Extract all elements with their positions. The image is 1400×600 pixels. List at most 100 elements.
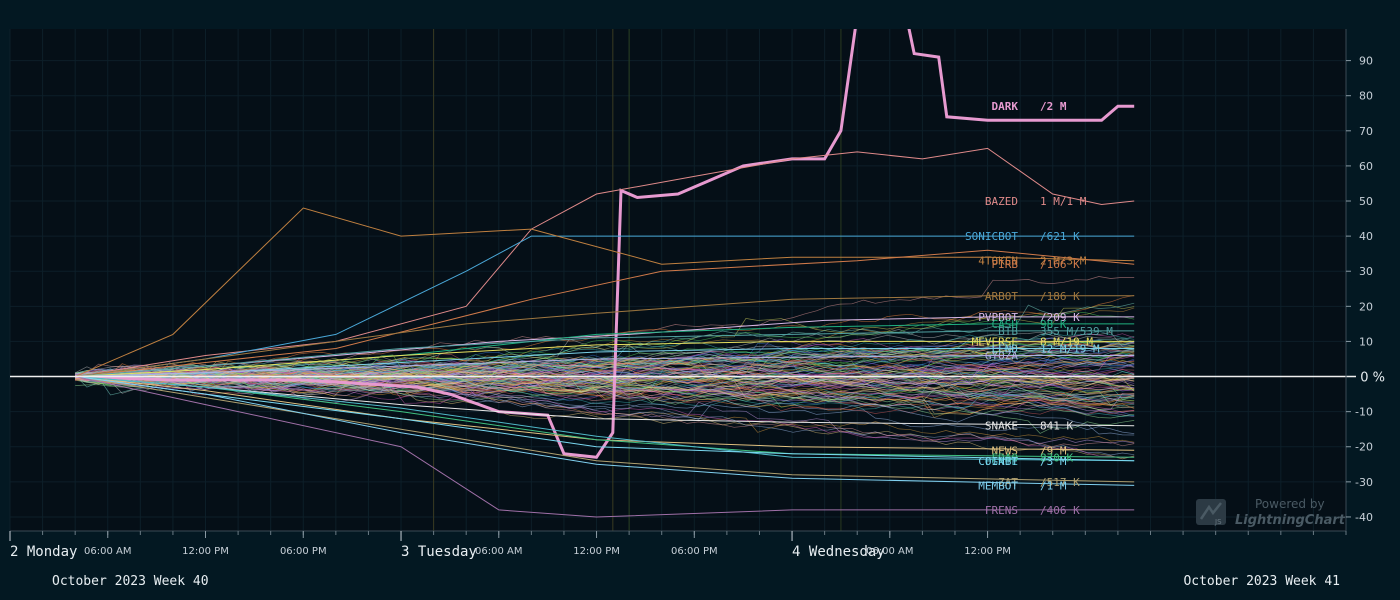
series-label-news: NEWS — [992, 444, 1019, 457]
series-line-membot — [75, 376, 1135, 486]
background-series-line — [75, 377, 1135, 459]
series-label-fgate: FGATE — [985, 455, 1018, 468]
background-series-line — [75, 363, 1135, 399]
series-volume-arbot: /186 K — [1040, 290, 1080, 303]
x-time-label: 06:00 AM — [866, 546, 913, 557]
x-day-label: 3 Tuesday — [401, 544, 477, 560]
lightningchart-watermark: JS Powered by LightningChart — [1195, 495, 1345, 531]
series-label-4token: 4TOKEN — [978, 255, 1018, 268]
background-series-line — [75, 368, 1135, 413]
background-series-line — [75, 378, 1135, 444]
series-label-zat: ZAT — [998, 476, 1018, 489]
y-tick-label: -30 — [1355, 476, 1373, 489]
y-tick-label: -20 — [1355, 441, 1373, 454]
background-series-line — [75, 373, 1135, 418]
x-time-label: 06:00 AM — [84, 546, 131, 557]
series-line-frens — [75, 376, 1135, 518]
series-volume-lend: 12 M/19 M — [1040, 342, 1100, 355]
series-label-coinbt: COINBT — [978, 455, 1018, 468]
series-label-gyoza: GYOZA — [985, 349, 1018, 362]
series-label-snake: SNAKE — [985, 420, 1018, 433]
y-tick-label: 60 — [1359, 160, 1373, 173]
series-label-bazed: BAZED — [985, 195, 1018, 208]
background-series-line — [75, 339, 1135, 383]
series-label-pvpbot: PVPBOT — [978, 311, 1018, 324]
background-series-line — [75, 369, 1135, 436]
series-line-pirb — [75, 249, 1135, 377]
y-tick-label: 90 — [1359, 55, 1373, 68]
series-label-meverse: MEVERSE — [972, 335, 1018, 348]
series-volume-pirb: /166 K — [1040, 258, 1080, 271]
series-label-lend: LEND — [992, 342, 1019, 355]
watermark-powered-text: Powered by — [1255, 497, 1325, 511]
y-zero-label: 0 % — [1360, 371, 1385, 386]
lightningchart-logo-icon: JS — [1196, 499, 1226, 526]
series-label-dark: DARK — [992, 100, 1019, 113]
background-series-line — [74, 335, 1135, 388]
y-tick-label: -10 — [1355, 406, 1373, 419]
series-line-fgate — [75, 376, 1135, 462]
watermark-brand-text: LightningChart — [1235, 513, 1345, 528]
series-label-frens: FRENS — [985, 504, 1018, 517]
series-volume-4token: 2 M/3 M — [1040, 255, 1087, 268]
series-volume-cash: 98 K — [1040, 318, 1067, 331]
series-volume-bazed: 1 M/1 M — [1040, 195, 1087, 208]
background-series-line — [75, 366, 1135, 383]
series-line-meverse — [75, 340, 1135, 377]
series-label-arbot: ARBOT — [985, 290, 1018, 303]
series-line-gyoza — [75, 355, 1135, 377]
background-series-line — [75, 340, 1135, 389]
series-volume-fdao: 870 K — [1040, 451, 1073, 464]
background-series-line — [75, 371, 1135, 403]
background-series-line — [75, 350, 1135, 385]
y-tick-label: 40 — [1359, 230, 1373, 243]
series-line-sonicbot — [75, 235, 1135, 377]
x-day-label: 4 Wednesday — [792, 544, 885, 560]
x-time-label: 12:00 PM — [573, 546, 620, 557]
series-line-arbot — [75, 295, 1135, 377]
background-series-line — [75, 330, 1135, 388]
series-volume-sonicbot: /621 K — [1040, 230, 1080, 243]
series-volume-membot: /1 M — [1040, 479, 1067, 492]
series-volume-coinbt: /3 M — [1040, 455, 1067, 468]
y-tick-label: 20 — [1359, 300, 1373, 313]
x-day-label: 2 Monday — [10, 544, 77, 560]
background-series-line — [75, 374, 1135, 448]
y-tick-label: 50 — [1359, 195, 1373, 208]
series-label-cash: CASH — [992, 318, 1019, 331]
x-time-label: 06:00 PM — [280, 546, 327, 557]
series-volume-meverse: 8 M/19 M — [1040, 335, 1093, 348]
y-tick-label: 30 — [1359, 265, 1373, 278]
y-tick-label: 70 — [1359, 125, 1373, 138]
week-label-left: October 2023 Week 40 — [52, 574, 209, 589]
series-volume-btb: 355 M/539 M — [1040, 325, 1113, 338]
y-tick-label: -40 — [1355, 511, 1373, 524]
series-line-bazed — [75, 147, 1135, 377]
background-series-line — [75, 354, 1135, 381]
x-time-label: 06:00 PM — [671, 546, 718, 557]
series-line-news — [75, 376, 1135, 451]
series-volume-frens: /406 K — [1040, 504, 1080, 517]
plot-area — [10, 29, 1346, 531]
series-volume-zat: /517 K — [1040, 476, 1080, 489]
series-label-membot: MEMBOT — [978, 479, 1018, 492]
y-tick-label: 80 — [1359, 90, 1373, 103]
background-series-line — [75, 349, 1135, 384]
series-volume-dark: /2 M — [1040, 100, 1067, 113]
x-time-label: 06:00 AM — [475, 546, 522, 557]
series-line-dark — [75, 29, 1135, 459]
series-line-btb — [75, 330, 1135, 377]
series-label-sonicbot: SONICBOT — [965, 230, 1018, 243]
week-label-right: October 2023 Week 41 — [1183, 574, 1340, 589]
series-volume-pvpbot: /209 K — [1040, 311, 1080, 324]
series-volume-news: /9 M — [1040, 444, 1067, 457]
x-time-label: 12:00 PM — [182, 546, 229, 557]
background-series-line — [75, 311, 1135, 381]
series-line-4token — [75, 207, 1135, 377]
named-series-group — [75, 29, 1135, 518]
y-tick-label: 10 — [1359, 335, 1373, 348]
series-label-btb: BTB — [998, 325, 1018, 338]
svg-text:JS: JS — [1214, 518, 1222, 526]
